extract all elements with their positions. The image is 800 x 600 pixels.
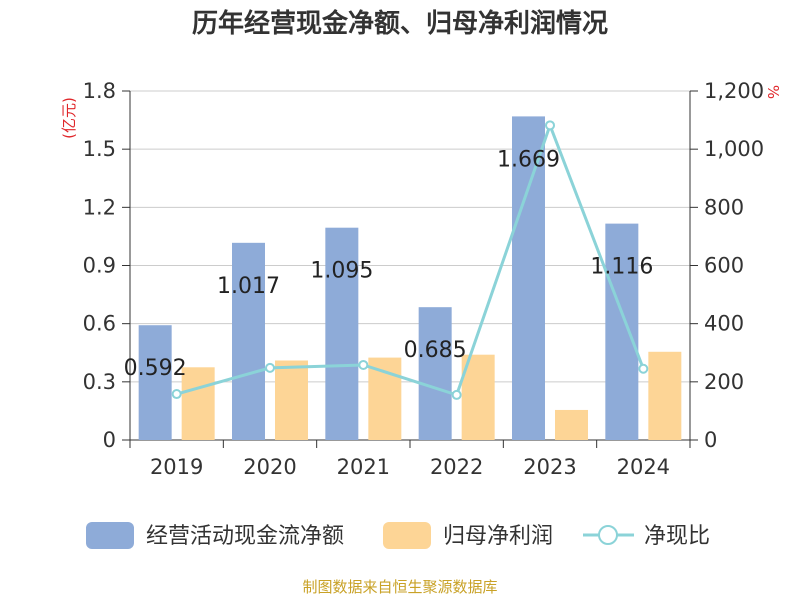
data-label: 1.116 [590, 255, 653, 280]
right-tick-label: 1,200 [704, 79, 764, 103]
legend-label-net-profit: 归母净利润 [443, 524, 553, 549]
legend-label-ratio: 净现比 [644, 524, 710, 549]
bar-net-profit [275, 360, 308, 440]
left-tick-label: 1.2 [83, 195, 116, 219]
ratio-point [545, 120, 555, 131]
x-tick-label: 2024 [617, 455, 670, 479]
left-axis-unit: (亿元) [60, 97, 78, 139]
axes: 0 0 0.3 200 0.6 400 0.9 600 1.2 800 1.5 1,000 1.8 1,2… [83, 79, 765, 479]
ratio-point [171, 389, 182, 400]
legend-swatch-net-profit [383, 522, 431, 549]
bar-cashflow [512, 116, 545, 440]
left-tick-label: 0.9 [83, 254, 116, 278]
bar-cashflow [325, 227, 359, 440]
x-tick-label: 2022 [430, 455, 483, 479]
bar-cashflow [418, 307, 452, 440]
legend-label-cashflow: 经营活动现金流净额 [146, 524, 344, 549]
left-tick-label: 1.5 [83, 137, 116, 161]
ratio-point [638, 363, 649, 374]
ratio-line-path [176, 120, 645, 397]
x-tick-label: 2021 [337, 455, 390, 479]
right-axis-unit: % [764, 85, 782, 99]
left-tick-label: 0 [103, 428, 116, 452]
right-tick-label: 400 [704, 312, 744, 336]
data-label: 1.095 [310, 259, 373, 284]
source-note: 制图数据来自恒生聚源数据库 [302, 578, 497, 596]
bar-cashflow [232, 242, 265, 440]
bar-net-profit [648, 351, 682, 440]
bars [138, 116, 682, 440]
legend-swatch-cashflow [86, 522, 134, 549]
right-tick-label: 600 [704, 254, 744, 278]
bar-cashflow [605, 223, 639, 440]
ratio-point [451, 389, 462, 400]
x-tick-label: 2023 [523, 455, 576, 479]
left-tick-label: 0.3 [83, 370, 116, 394]
right-tick-label: 0 [704, 428, 717, 452]
data-labels: 0.592 1.017 1.095 0.685 1.669 1.116 [124, 147, 654, 381]
x-tick-label: 2019 [150, 455, 203, 479]
chart-title: 历年经营现金净额、归母净利润情况 [192, 8, 608, 39]
legend: 经营活动现金流净额 归母净利润 净现比 [86, 522, 710, 549]
ratio-point [265, 362, 275, 373]
x-tick-label: 2020 [243, 455, 296, 479]
right-tick-label: 800 [704, 195, 744, 219]
bar-net-profit [181, 367, 215, 440]
ratio-line [171, 120, 649, 400]
left-tick-label: 1.8 [83, 79, 116, 103]
bar-net-profit [368, 357, 402, 440]
right-tick-label: 1,000 [704, 137, 764, 161]
legend-marker-ratio [598, 525, 618, 545]
data-label: 0.685 [404, 338, 467, 363]
data-label: 1.017 [217, 274, 280, 299]
data-label: 0.592 [124, 356, 187, 381]
ratio-point [358, 359, 369, 370]
bar-net-profit [555, 409, 588, 440]
grid-lines [130, 90, 690, 383]
data-label: 1.669 [497, 147, 560, 172]
right-tick-label: 200 [704, 370, 744, 394]
bar-cashflow [138, 325, 172, 440]
left-tick-label: 0.6 [83, 312, 116, 336]
